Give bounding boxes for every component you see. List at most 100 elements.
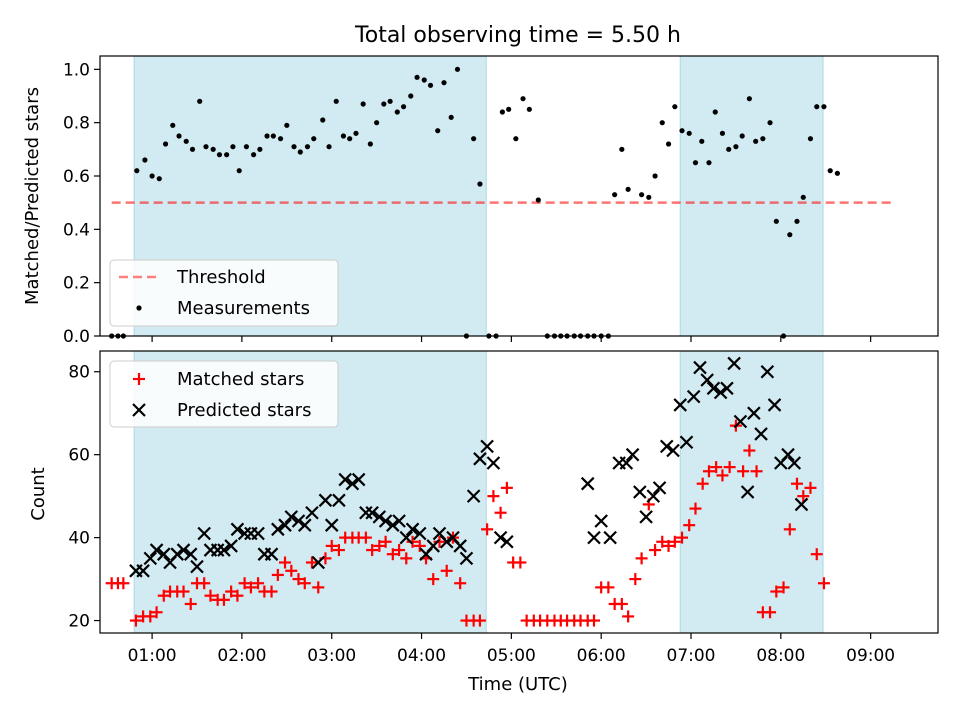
predicted-star-point [338,472,352,487]
measurement-point [659,120,665,126]
matched-star-point [271,568,284,581]
y-tick-label: 0.6 [63,167,90,187]
predicted-star-point [453,539,467,553]
top-legend: Threshold Measurements [109,259,339,327]
measurement-point [454,66,461,72]
matched-star-point [305,556,318,569]
bottom-x-ticks: 01:00 02:00 03:00 04:00 05:00 06:00 07:00 08:00… [128,633,895,666]
predicted-star-point [197,526,211,541]
top-panel: Total observing time = 5.50 h 0.00.20.40… [22,23,939,347]
matched-star-point [279,556,292,569]
matched-star-point [433,535,446,548]
predicted-star-point [693,360,707,375]
matched-star-point [473,614,486,627]
measurement-point [156,176,162,182]
predicted-star-point [486,456,501,470]
matched-star-point [217,593,230,606]
predicted-star-points [129,356,809,578]
measurement-point [257,146,263,152]
predicted-star-point [713,385,728,400]
predicted-star-point [747,406,761,420]
measurement-point [374,120,380,126]
bottom-axes-frame [99,350,939,634]
y-tick-label: 0.0 [63,327,90,347]
measurement-point [513,136,519,142]
predicted-star-point [794,497,809,512]
matched-star-point [129,614,142,627]
predicted-star-point [619,456,634,470]
y-tick-label: 80 [68,363,90,383]
measurement-point [284,122,290,128]
legend-threshold-label: Threshold [176,267,266,288]
matched-star-point [150,606,163,619]
matched-star-point [244,581,257,594]
predicted-star-point [740,485,755,499]
matched-star-point [676,531,689,544]
predicted-star-point [230,522,245,537]
measurement-point [535,197,541,203]
legend-matched-swatch [133,373,145,385]
predicted-star-point [652,481,667,495]
measurement-point [264,133,270,139]
matched-star-point [413,539,426,552]
measurement-point [381,101,387,107]
predicted-star-point [473,452,487,466]
predicted-star-point [264,547,279,561]
x-axis-label: Time (UTC) [467,674,568,695]
measurement-point [821,104,827,110]
x-tick-label: 09:00 [846,646,895,666]
predicted-star-point [365,505,379,520]
matched-star-point [587,614,600,627]
measurement-point [197,98,203,104]
predicted-star-point [324,518,339,532]
matched-star-point [359,531,372,544]
predicted-star-point [646,489,661,503]
matched-star-point [312,581,325,594]
matched-star-point [454,577,467,590]
predicted-star-point [183,547,198,561]
measurement-point [787,232,793,238]
matched-star-point [400,552,413,565]
predicted-star-point [760,364,775,379]
predicted-star-point [318,493,333,508]
predicted-star-point [706,381,721,396]
measurement-point [646,194,652,200]
predicted-star-point [399,530,414,545]
matched-star-point [225,585,238,598]
measurement-point [739,133,745,139]
predicted-star-point [666,443,680,458]
predicted-star-point [176,543,191,557]
bottom-legend: Matched stars Predicted stars [109,360,339,428]
predicted-star-point [412,526,427,541]
predicted-star-point [700,373,714,387]
measurement-point [733,144,739,150]
y-tick-label: 60 [68,446,90,466]
predicted-star-point [686,389,701,404]
predicted-star-point [190,559,204,574]
matched-star-point [777,581,790,594]
measurement-point [746,96,752,102]
matched-star-point [325,539,338,552]
measurement-point [612,192,618,198]
measurement-point [176,133,182,139]
measurement-point [367,141,373,147]
measurement-point [526,106,532,112]
predicted-star-point [633,485,647,499]
legend-measurements-swatch [136,305,142,311]
matched-star-point [723,461,736,474]
predicted-star-point [500,534,514,549]
predicted-star-point [679,435,694,450]
predicted-star-point [480,439,494,454]
measurement-point [625,186,631,192]
measurement-point [224,152,230,158]
measurement-point [333,98,339,104]
x-tick-label: 08:00 [756,646,805,666]
predicted-star-point [754,427,768,441]
measurement-point [387,98,393,104]
predicted-star-point [781,447,795,462]
matched-star-point [702,465,715,478]
x-tick-label: 07:00 [667,646,716,666]
y-tick-label: 0.2 [63,274,90,294]
top-y-axis-label: Matched/Predicted stars [22,87,43,305]
